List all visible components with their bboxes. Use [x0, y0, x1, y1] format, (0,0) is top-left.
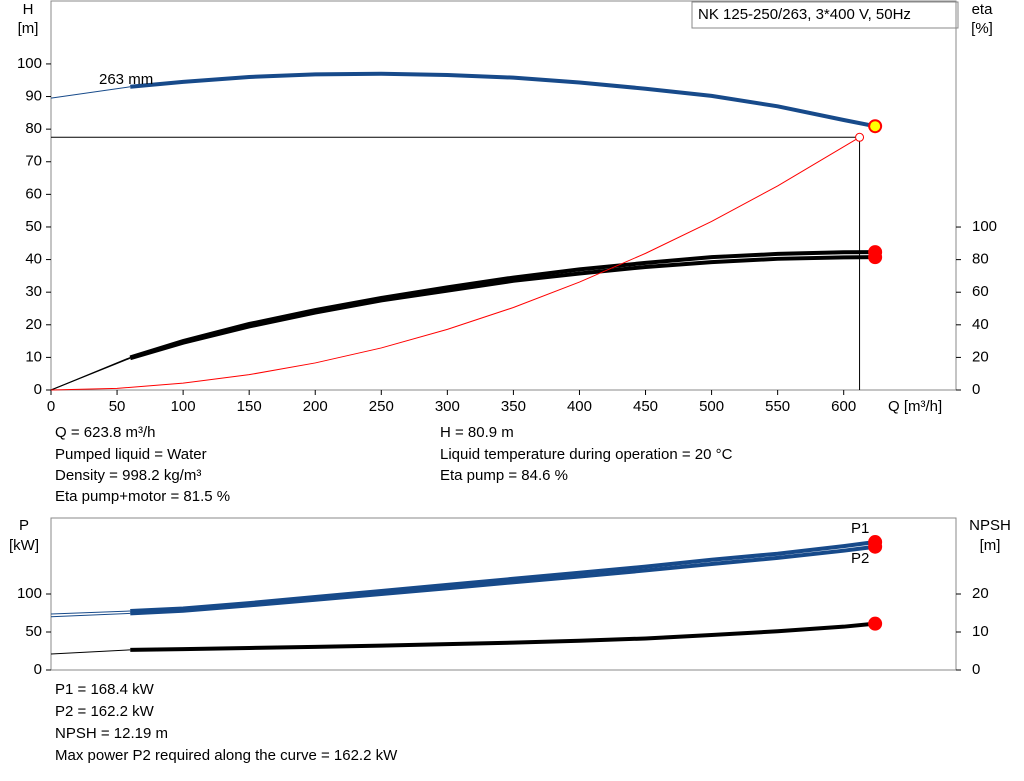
x-tick-label: 550	[765, 398, 790, 415]
y-tick-label: 0	[34, 381, 42, 398]
series-label: 263 mm	[99, 71, 153, 88]
curve	[50, 136, 860, 391]
y2-axis-label: [%]	[971, 20, 993, 37]
end-point	[855, 132, 865, 142]
x-tick-label: 150	[237, 398, 262, 415]
y-tick-label: 50	[25, 218, 42, 235]
x-tick-label: 200	[303, 398, 328, 415]
series-label: P2	[851, 550, 869, 567]
series-label: P1	[851, 520, 869, 537]
curve	[130, 540, 876, 614]
curve	[129, 255, 876, 361]
y2-tick-label: 20	[972, 585, 989, 602]
curve-extension	[50, 357, 131, 391]
x-tick-label: 500	[699, 398, 724, 415]
curve-extension	[50, 86, 131, 99]
end-point	[868, 119, 883, 134]
info-line: H = 80.9 m	[440, 424, 514, 441]
y-tick-label: 80	[25, 120, 42, 137]
x-tick-label: 0	[47, 398, 55, 415]
y2-tick-label: 80	[972, 251, 989, 268]
x-tick-label: 250	[369, 398, 394, 415]
curve-extension	[50, 610, 131, 615]
curve-extension	[50, 612, 131, 618]
end-point	[868, 250, 883, 265]
title-box	[691, 1, 959, 29]
chart-title: NK 125-250/263, 3*400 V, 50Hz	[698, 6, 911, 23]
y-axis-label: P	[19, 517, 29, 534]
plot-frame	[50, 0, 957, 391]
x-tick-label: 400	[567, 398, 592, 415]
y2-tick-label: 10	[972, 623, 989, 640]
end-point	[868, 539, 883, 554]
y2-axis-label: eta	[972, 1, 994, 18]
y-axis-label: H	[23, 1, 34, 18]
x-tick-label: 50	[109, 398, 126, 415]
y-tick-label: 100	[17, 55, 42, 72]
info-line: P1 = 168.4 kW	[55, 681, 155, 698]
curve	[130, 621, 876, 652]
y-tick-label: 60	[25, 185, 42, 202]
curve	[130, 71, 876, 129]
y-axis-label: [kW]	[9, 537, 39, 554]
y2-tick-label: 0	[972, 661, 980, 678]
y-tick-label: 10	[25, 348, 42, 365]
y-tick-label: 50	[25, 623, 42, 640]
y2-axis-label: NPSH	[969, 517, 1011, 534]
info-line: Density = 998.2 kg/m³	[55, 467, 201, 484]
y-tick-label: 40	[25, 251, 42, 268]
y-tick-label: 90	[25, 88, 42, 105]
curve	[129, 250, 876, 360]
y2-tick-label: 100	[972, 218, 997, 235]
y2-axis-label: [m]	[980, 537, 1001, 554]
y-tick-label: 30	[25, 283, 42, 300]
x-tick-label: 450	[633, 398, 658, 415]
info-line: Pumped liquid = Water	[55, 446, 207, 463]
x-tick-label: 350	[501, 398, 526, 415]
y2-tick-label: 20	[972, 348, 989, 365]
info-line: Q = 623.8 m³/h	[55, 424, 155, 441]
info-line: Eta pump+motor = 81.5 %	[55, 488, 230, 505]
y-axis-label: [m]	[18, 20, 39, 37]
info-line: Eta pump = 84.6 %	[440, 467, 568, 484]
info-line: Max power P2 required along the curve = …	[55, 747, 398, 764]
x-tick-label: 600	[831, 398, 856, 415]
info-line: NPSH = 12.19 m	[55, 725, 168, 742]
info-line: Liquid temperature during operation = 20…	[440, 446, 733, 463]
info-line: P2 = 162.2 kW	[55, 703, 155, 720]
curve-extension	[50, 649, 131, 655]
y-tick-label: 100	[17, 585, 42, 602]
x-tick-label: 300	[435, 398, 460, 415]
y-tick-label: 0	[34, 661, 42, 678]
x-tick-label: 100	[171, 398, 196, 415]
end-point	[868, 616, 883, 631]
y2-tick-label: 60	[972, 283, 989, 300]
y-tick-label: 20	[25, 316, 42, 333]
y2-tick-label: 0	[972, 381, 980, 398]
y2-tick-label: 40	[972, 316, 989, 333]
curve	[130, 544, 876, 616]
y-tick-label: 70	[25, 153, 42, 170]
x-axis-label: Q [m³/h]	[888, 398, 942, 415]
